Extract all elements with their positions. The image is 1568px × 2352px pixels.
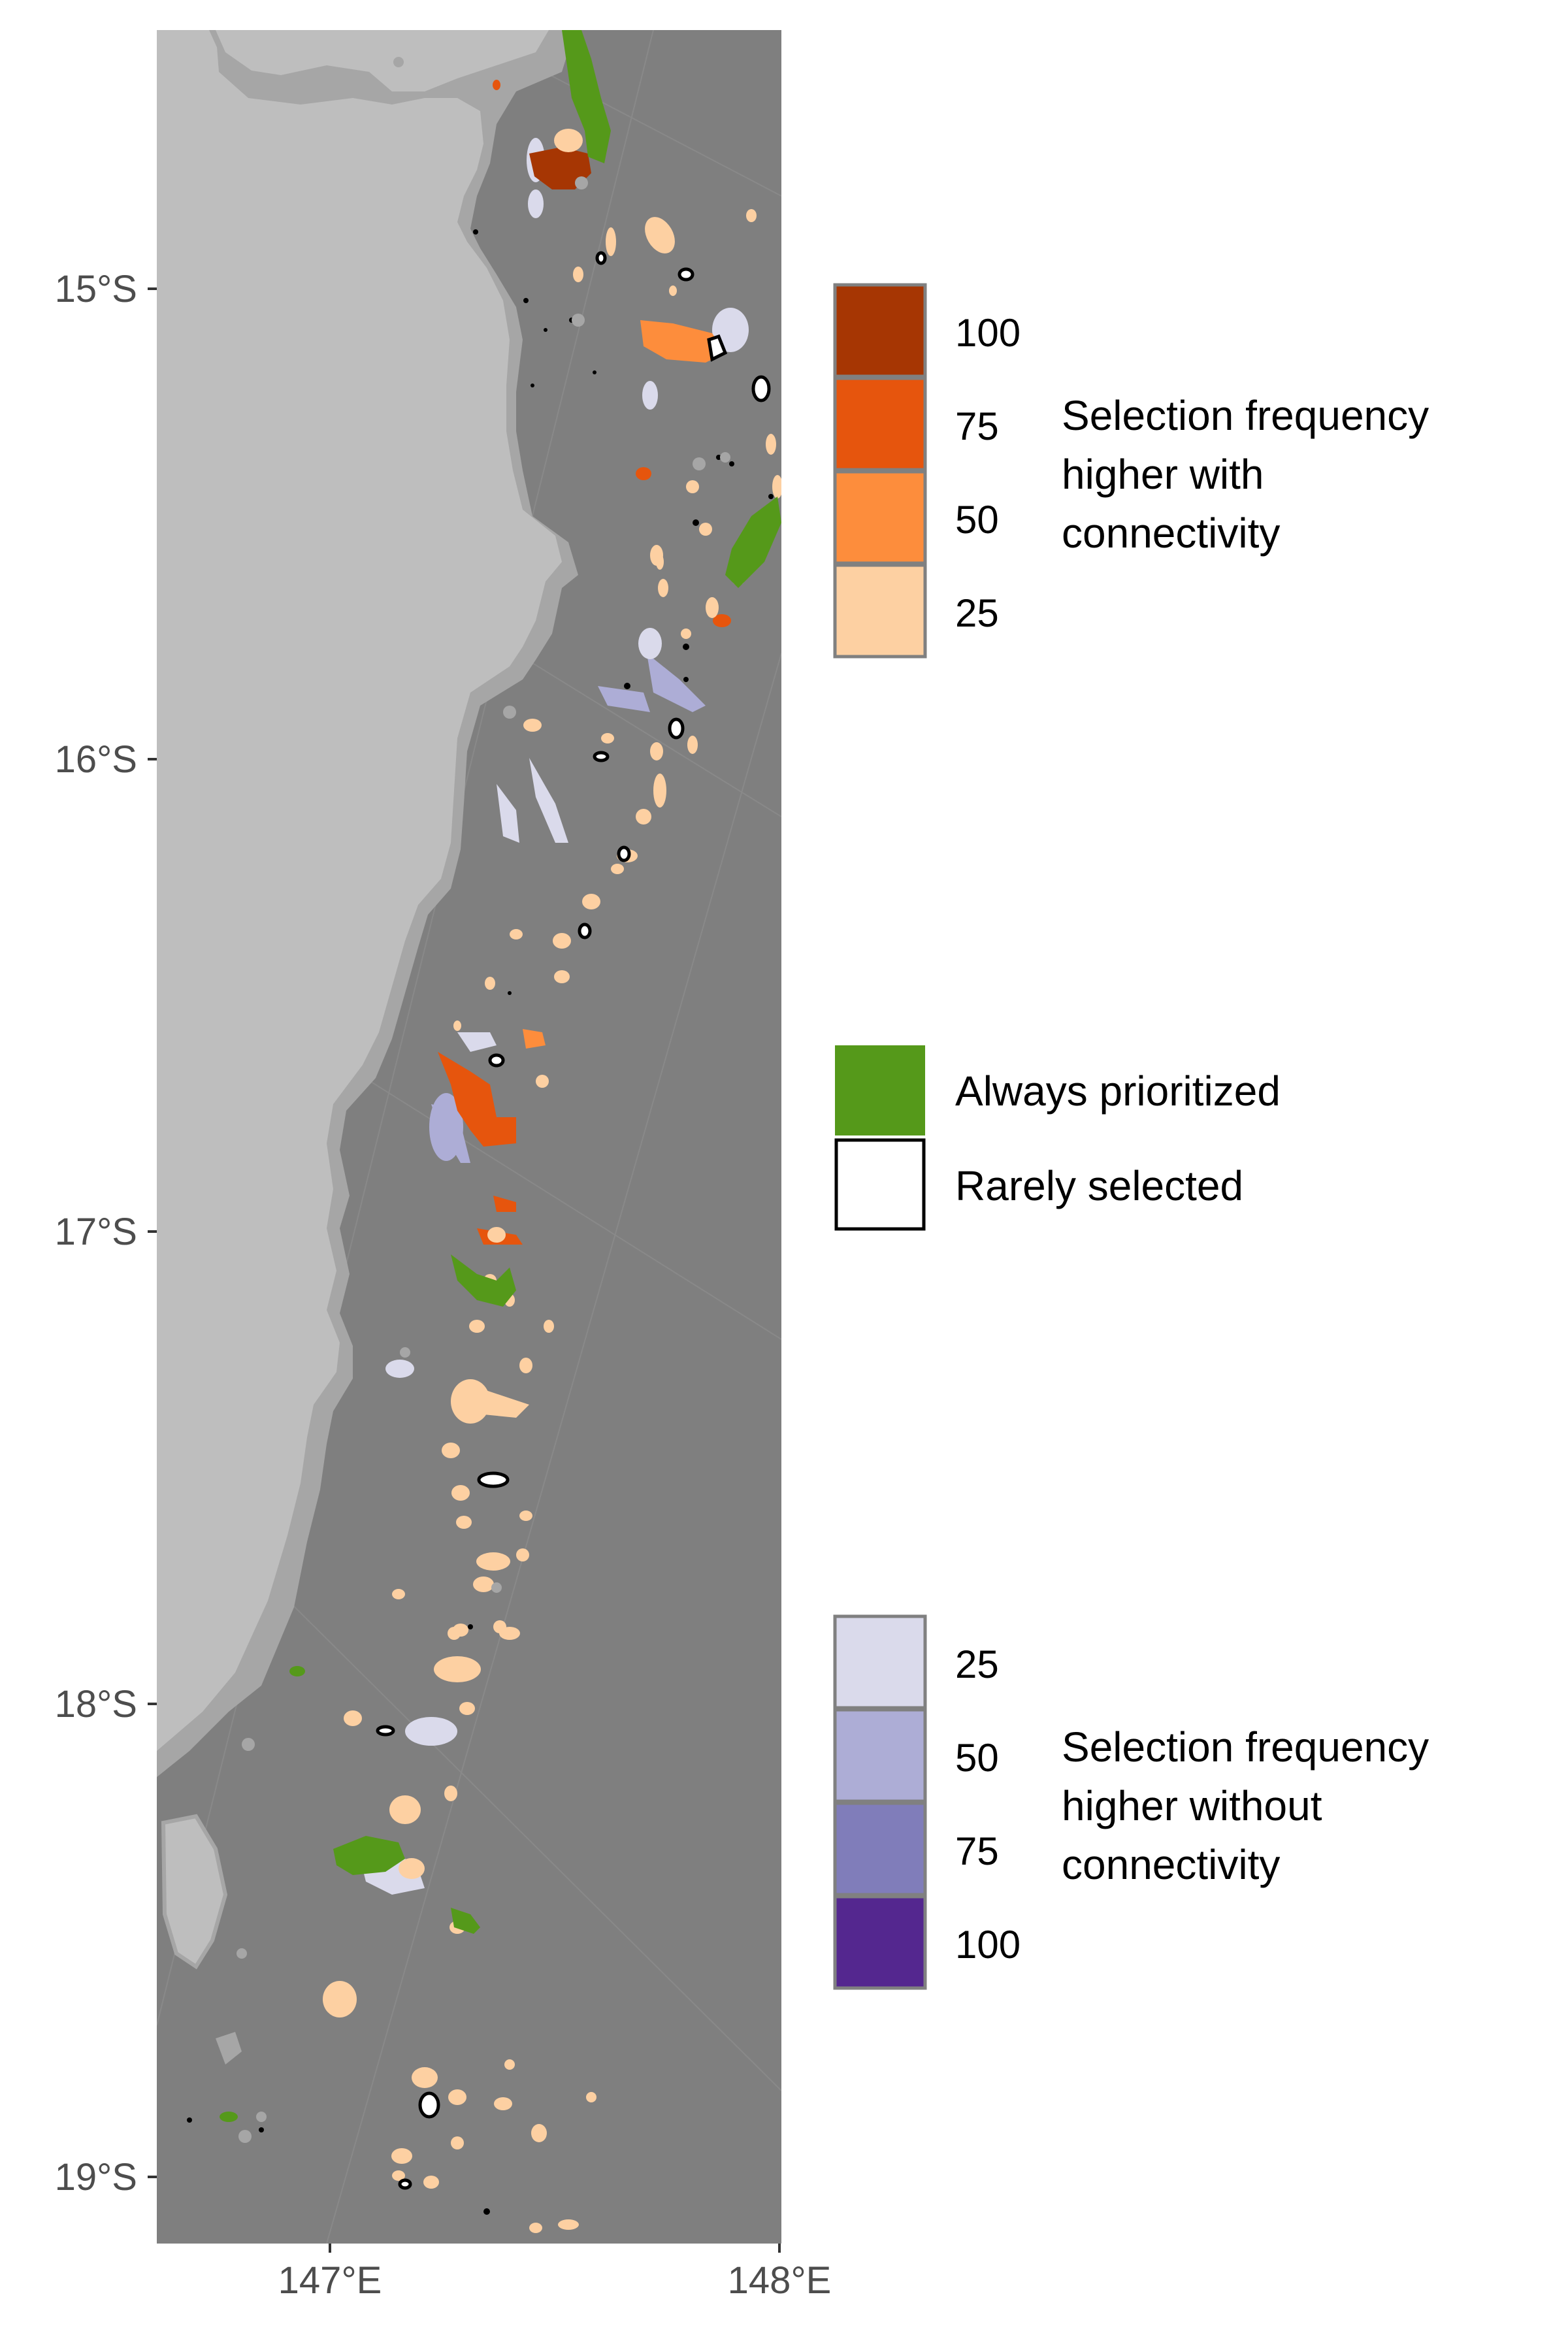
reefs-always-prioritized: [220, 30, 781, 2122]
y-tick-label-17s: 17°S: [55, 1211, 137, 1253]
legend-title-with-line3: connectivity: [1062, 510, 1280, 557]
y-axis: 15°S 16°S 17°S 18°S 19°S: [55, 268, 157, 2198]
legend-swatch-with-100: [833, 283, 927, 378]
legend-higher-without: 25 50 75 100 Selection frequency higher …: [833, 1614, 1429, 1990]
legend-title-without-line1: Selection frequency: [1062, 1723, 1429, 1771]
legend-categories: Always prioritized Rarely selected: [834, 1045, 1281, 1231]
legend-level-without-25: 25: [955, 1642, 999, 1686]
y-tick-label-15s: 15°S: [55, 268, 137, 310]
reefs-rarely-selected: [376, 251, 771, 2190]
legend-level-without-75: 75: [955, 1829, 999, 1873]
y-tick-label-19s: 19°S: [55, 2156, 137, 2198]
islets-grey: [237, 57, 730, 2143]
legend-label-rarely: Rarely selected: [955, 1162, 1243, 1209]
legend-swatch-without-100: [833, 1895, 927, 1990]
legend-swatch-with-75: [833, 376, 927, 472]
mainland: [157, 30, 562, 1751]
legend-title-with-line1: Selection frequency: [1062, 392, 1429, 439]
x-tick-label-148e: 148°E: [728, 2259, 832, 2302]
legend-level-without-50: 50: [955, 1736, 999, 1780]
legend-swatch-without-75: [833, 1801, 927, 1897]
x-axis: 147°E 148°E: [278, 2244, 832, 2302]
y-ticks: [148, 287, 157, 2178]
legend-swatch-rarely: [834, 1138, 926, 1231]
legend-label-always: Always prioritized: [955, 1068, 1281, 1115]
legend-swatch-without-25: [833, 1614, 927, 1710]
northern-land: [216, 30, 549, 91]
legend-title-without-line3: connectivity: [1062, 1841, 1280, 1888]
legend-swatch-with-50: [833, 470, 927, 565]
legend-title-without-line2: higher without: [1062, 1782, 1322, 1829]
southern-islet: [216, 2032, 242, 2065]
legend-level-with-75: 75: [955, 404, 999, 448]
southern-island: [161, 1814, 228, 1970]
map-panel: [157, 30, 781, 2244]
legend-level-without-100: 100: [955, 1923, 1021, 1967]
y-tick-label-16s: 16°S: [55, 738, 137, 781]
legend-higher-with: 100 75 50 25 Selection frequency higher …: [833, 283, 1429, 659]
legend-title-with-line2: higher with: [1062, 451, 1264, 498]
legend-swatch-without-50: [833, 1708, 927, 1803]
x-ticks: [329, 2244, 781, 2253]
legend-level-with-50: 50: [955, 498, 999, 542]
reefs-higher-with-connectivity: [323, 80, 781, 2233]
legend-swatch-always: [835, 1045, 925, 1135]
y-tick-label-18s: 18°S: [55, 1683, 137, 1725]
legend-level-with-25: 25: [955, 591, 999, 635]
legend-level-with-100: 100: [955, 311, 1021, 355]
x-tick-label-147e: 147°E: [278, 2259, 382, 2302]
legend: 100 75 50 25 Selection frequency higher …: [833, 283, 1429, 1990]
legend-swatch-with-25: [833, 563, 927, 659]
